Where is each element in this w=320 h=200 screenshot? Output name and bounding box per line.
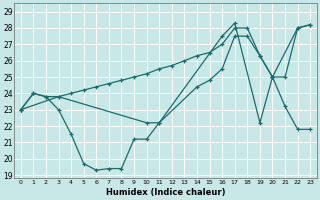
X-axis label: Humidex (Indice chaleur): Humidex (Indice chaleur) bbox=[106, 188, 225, 197]
